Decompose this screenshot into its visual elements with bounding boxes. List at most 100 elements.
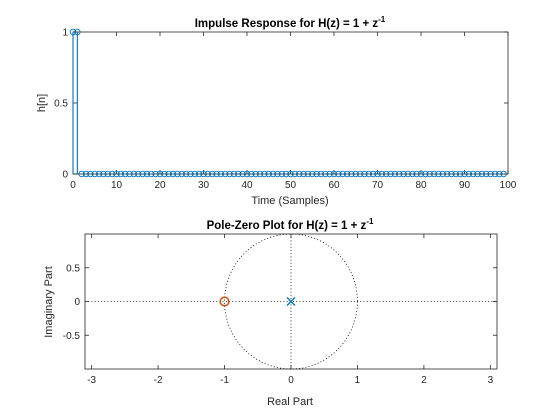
impulse-stem-marker bbox=[356, 170, 364, 178]
impulse-stem-marker bbox=[161, 170, 168, 178]
impulse-stems bbox=[69, 28, 507, 178]
impulse-x-tick-label: 10 bbox=[111, 180, 123, 191]
impulse-stem-marker bbox=[226, 170, 233, 178]
impulse-stem-marker bbox=[443, 170, 451, 178]
impulse-stem-marker bbox=[108, 170, 116, 178]
impulse-stem-marker bbox=[452, 170, 460, 178]
pz-marks bbox=[219, 296, 296, 307]
impulse-stem-marker bbox=[78, 170, 85, 178]
impulse-stem-marker bbox=[174, 170, 181, 178]
impulse-stem-marker bbox=[391, 170, 399, 178]
impulse-stem-marker bbox=[456, 170, 464, 178]
impulse-stem-marker bbox=[165, 170, 172, 178]
impulse-stem-marker bbox=[208, 170, 216, 178]
impulse-stem-marker bbox=[243, 170, 251, 178]
pz-x-tick-label: 3 bbox=[488, 375, 494, 386]
impulse-response-chart: Impulse Response for H(z) = 1 + z-1 Time… bbox=[36, 15, 517, 207]
impulse-stem-marker bbox=[69, 28, 77, 36]
impulse-stem-marker bbox=[326, 170, 333, 178]
impulse-stem-marker bbox=[309, 170, 316, 178]
pz-x-tick-label: 0 bbox=[288, 375, 294, 386]
impulse-x-tick-label: 30 bbox=[198, 180, 210, 191]
pz-x-tick-label: 2 bbox=[421, 375, 427, 386]
impulse-stem-marker bbox=[100, 170, 107, 178]
impulse-stem-marker bbox=[496, 170, 503, 178]
pz-y-tick-label: -0.5 bbox=[63, 331, 81, 342]
impulse-stem-marker bbox=[469, 170, 477, 178]
impulse-stem-marker bbox=[487, 170, 494, 178]
impulse-stem-marker bbox=[491, 170, 499, 178]
impulse-stem-marker bbox=[265, 170, 273, 178]
impulse-stem-marker bbox=[400, 170, 407, 178]
impulse-y-tick-label: 0.5 bbox=[54, 99, 68, 110]
impulse-stem-marker bbox=[82, 170, 90, 178]
impulse-stem-marker bbox=[104, 170, 112, 178]
impulse-stem-marker bbox=[217, 170, 225, 178]
impulse-stem-marker bbox=[483, 170, 490, 178]
impulse-stem-marker bbox=[130, 170, 138, 178]
impulse-stem-marker bbox=[191, 170, 199, 178]
impulse-stem-marker bbox=[269, 170, 277, 178]
impulse-stem-marker bbox=[121, 170, 129, 178]
impulse-stem-marker bbox=[178, 170, 185, 178]
zero-marker bbox=[219, 296, 230, 307]
impulse-stem-marker bbox=[156, 170, 164, 178]
impulse-stem-marker bbox=[322, 170, 329, 178]
impulse-stem-marker bbox=[143, 170, 151, 178]
impulse-stem-marker bbox=[278, 170, 286, 178]
pz-x-tick-label: 1 bbox=[355, 375, 361, 386]
impulse-stem-marker bbox=[430, 170, 438, 178]
impulse-stem-marker bbox=[239, 170, 246, 178]
pz-y-tick-label: 0 bbox=[74, 297, 80, 308]
impulse-stem-marker bbox=[474, 170, 481, 178]
impulse-stem-marker bbox=[235, 170, 242, 178]
impulse-stem-marker bbox=[465, 170, 473, 178]
impulse-stem-marker bbox=[287, 170, 294, 178]
pz-x-tick-label: -2 bbox=[154, 375, 163, 386]
impulse-stem-marker bbox=[369, 170, 377, 178]
impulse-x-tick-label: 0 bbox=[70, 180, 76, 191]
impulse-stem-marker bbox=[300, 170, 307, 178]
impulse-stem-marker bbox=[448, 170, 455, 178]
impulse-stem-marker bbox=[261, 170, 268, 178]
impulse-stem-marker bbox=[91, 170, 98, 178]
impulse-stem-marker bbox=[343, 170, 351, 178]
impulse-stem-marker bbox=[200, 170, 207, 178]
impulse-stem-marker bbox=[382, 170, 390, 178]
impulse-stem-marker bbox=[313, 170, 320, 178]
impulse-stem-marker bbox=[396, 170, 403, 178]
impulse-stem-marker bbox=[117, 170, 125, 178]
impulse-x-tick-label: 50 bbox=[285, 180, 297, 191]
impulse-x-ticks: 0 10 20 30 40 50 60 70 80 90 100 bbox=[70, 32, 517, 191]
pole-zero-chart: Pole-Zero Plot for H(z) = 1 + z-1 Real P… bbox=[43, 217, 498, 408]
impulse-stem-marker bbox=[87, 170, 94, 178]
impulse-x-tick-label: 100 bbox=[500, 180, 517, 191]
pz-y-tick-label: 0.5 bbox=[66, 263, 80, 274]
impulse-stem-marker bbox=[139, 170, 146, 178]
pz-x-tick-label: -1 bbox=[220, 375, 229, 386]
impulse-title: Impulse Response for H(z) = 1 + z-1 bbox=[195, 15, 386, 30]
impulse-stem-marker bbox=[256, 170, 264, 178]
pole-marker bbox=[286, 297, 296, 306]
pz-ylabel: Imaginary Part bbox=[43, 266, 55, 338]
impulse-stem-marker bbox=[169, 170, 177, 178]
impulse-stem-marker bbox=[335, 170, 342, 178]
pz-xlabel: Real Part bbox=[267, 396, 313, 408]
impulse-stem-marker bbox=[252, 170, 259, 178]
impulse-stem-marker bbox=[435, 170, 442, 178]
impulse-stem-marker bbox=[291, 170, 299, 178]
pz-x-tick-label: -3 bbox=[87, 375, 96, 386]
impulse-x-tick-label: 80 bbox=[415, 180, 427, 191]
impulse-stem-marker bbox=[478, 170, 486, 178]
impulse-stem-marker bbox=[113, 170, 120, 178]
impulse-stem-marker bbox=[378, 170, 386, 178]
impulse-stem-marker bbox=[426, 170, 433, 178]
pz-y-ticks: -0.5 0 0.5 bbox=[63, 263, 497, 342]
impulse-y-tick-label: 1 bbox=[62, 28, 68, 39]
impulse-x-tick-label: 70 bbox=[372, 180, 384, 191]
impulse-stem-marker bbox=[439, 170, 447, 178]
impulse-stem-marker bbox=[248, 170, 255, 178]
impulse-stem-marker bbox=[182, 170, 190, 178]
